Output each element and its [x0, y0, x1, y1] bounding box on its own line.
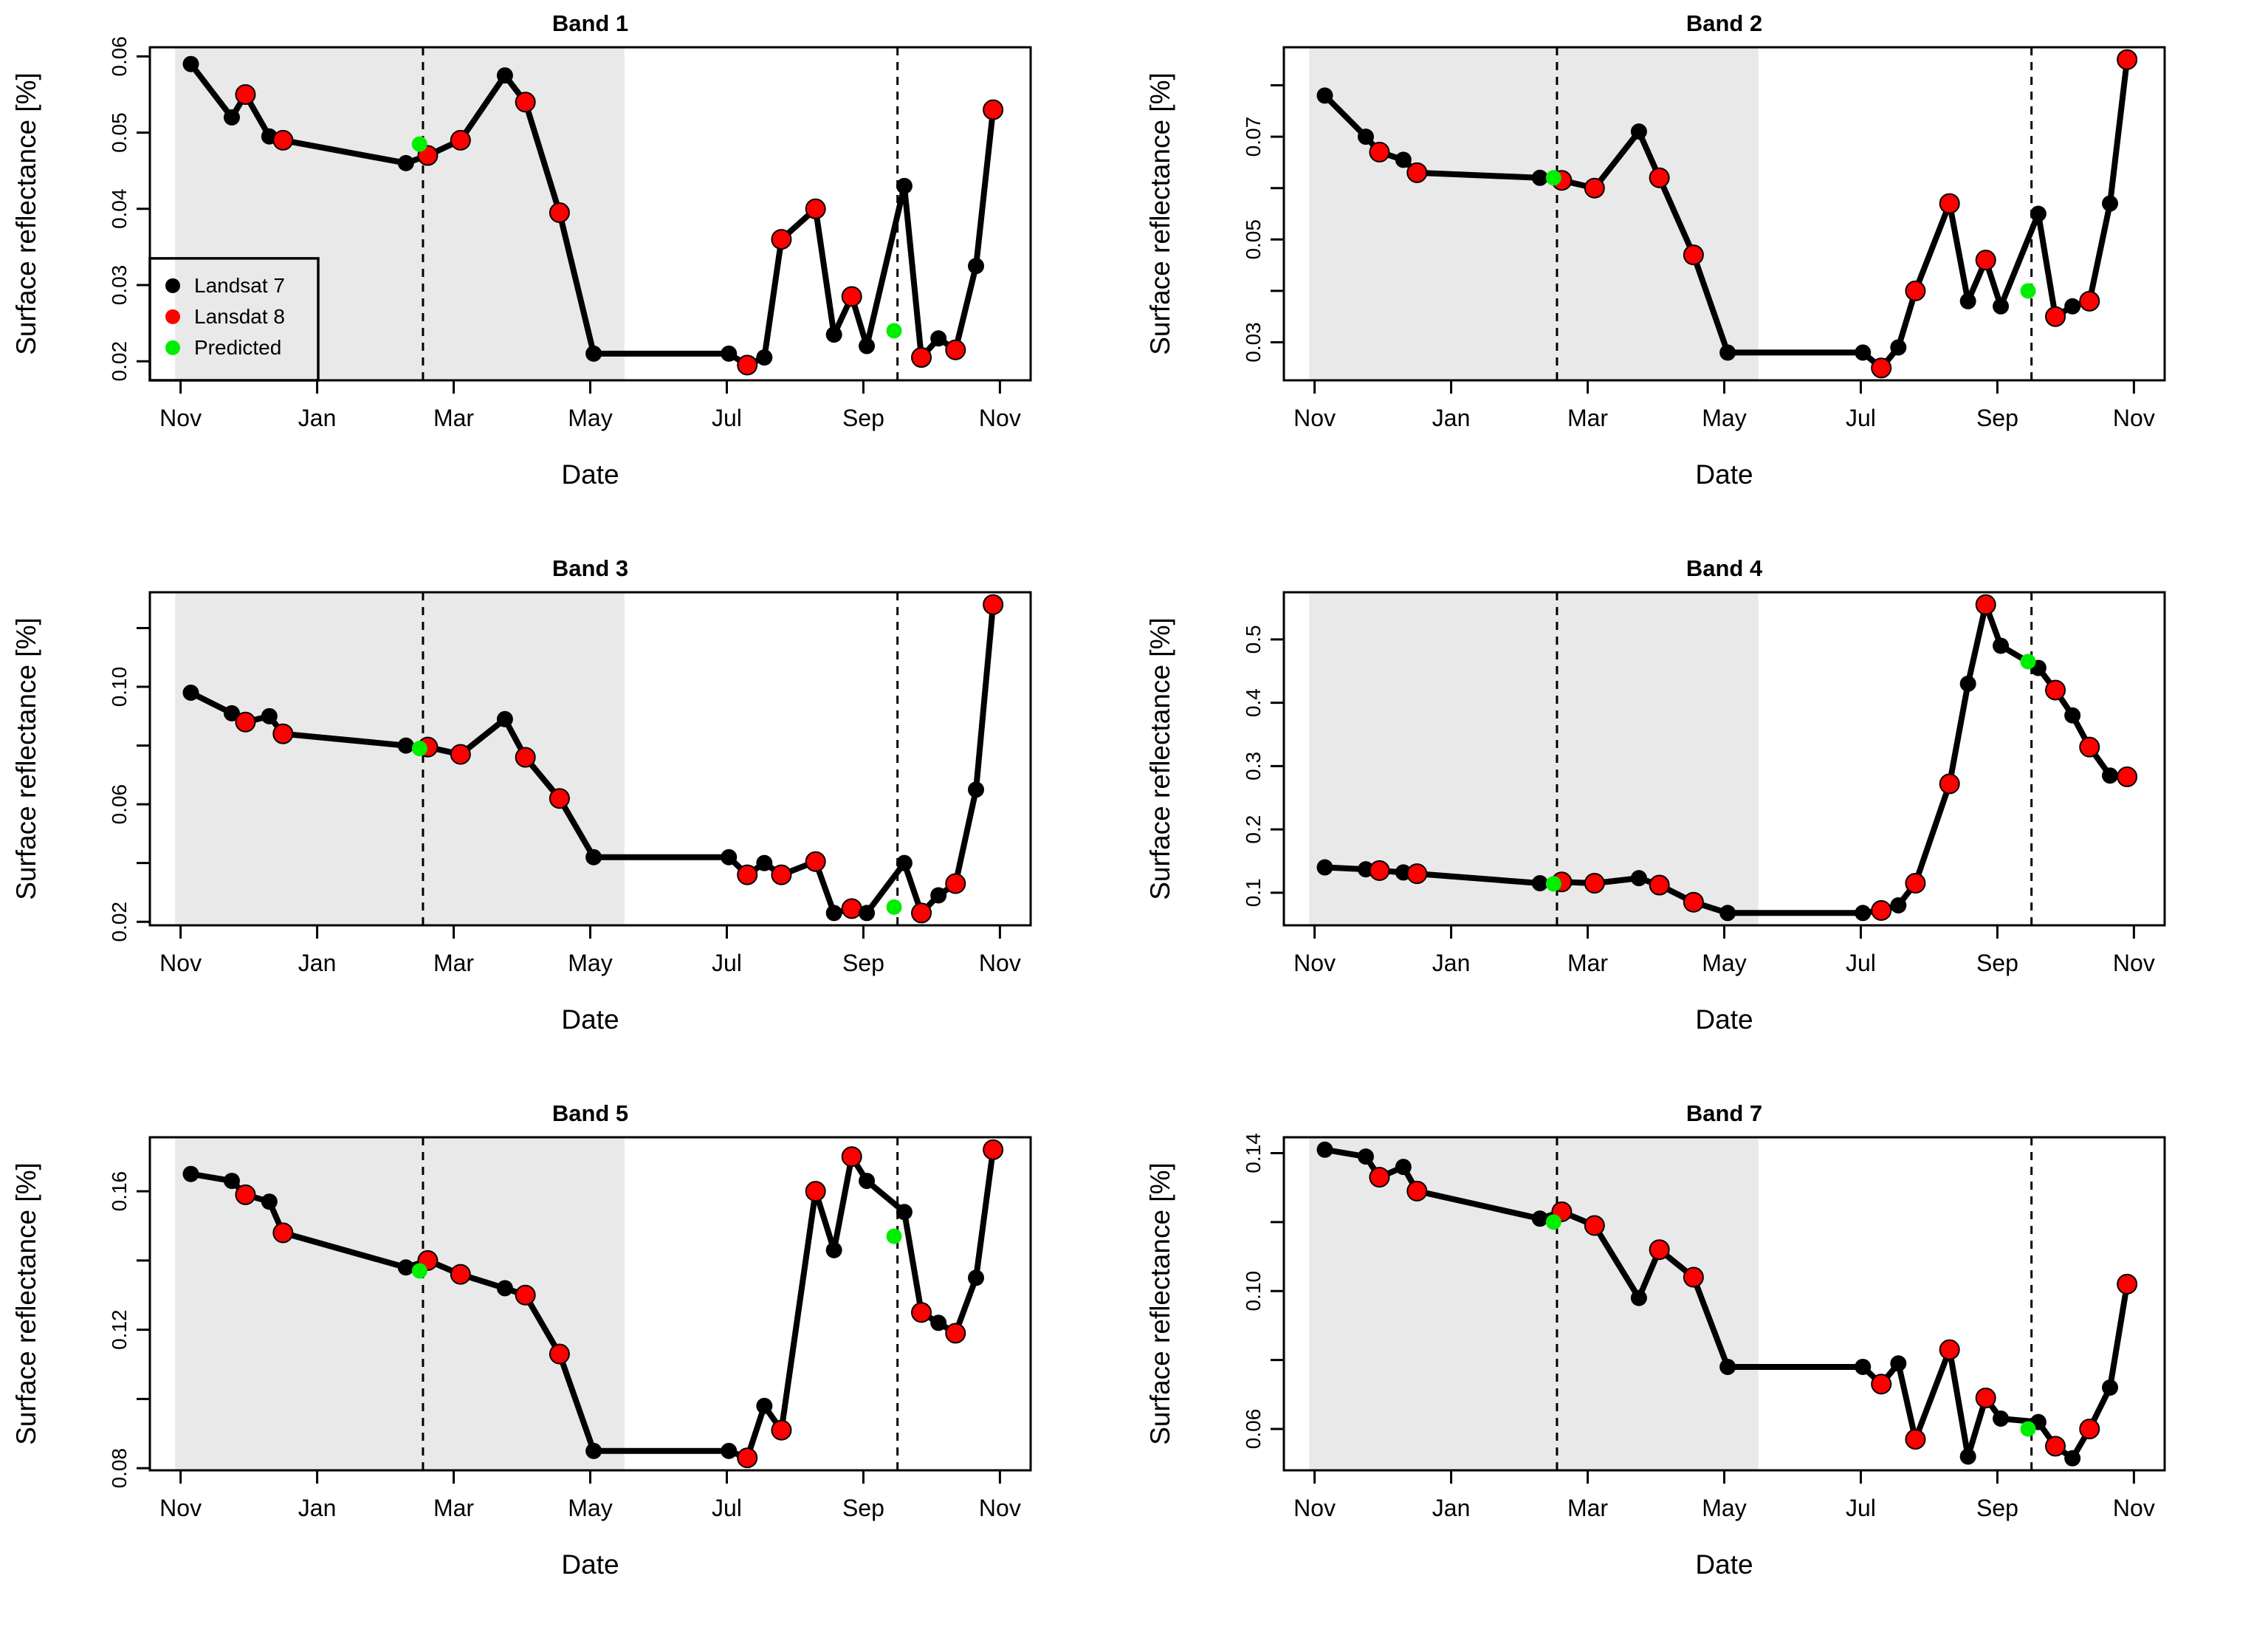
svg-text:Landsat 7: Landsat 7 [194, 274, 285, 297]
svg-text:Band 7: Band 7 [1686, 1100, 1762, 1126]
svg-text:Nov: Nov [159, 950, 202, 976]
svg-text:Mar: Mar [1567, 950, 1608, 976]
svg-text:Nov: Nov [159, 1495, 202, 1521]
panel-band-7: 0.06 0.10 0.14 Nov Jan Mar May Jul Sep Nov Band 7 D… [1134, 1090, 2268, 1635]
svg-text:0.10: 0.10 [108, 667, 131, 707]
svg-text:Band 5: Band 5 [552, 1100, 628, 1126]
svg-text:Nov: Nov [1293, 1495, 1336, 1521]
svg-text:0.08: 0.08 [108, 1448, 131, 1489]
svg-text:May: May [568, 405, 612, 431]
svg-text:Sep: Sep [1976, 405, 2018, 431]
svg-text:Sep: Sep [842, 950, 884, 976]
svg-text:Mar: Mar [433, 950, 474, 976]
svg-text:Date: Date [1695, 459, 1753, 490]
svg-text:0.3: 0.3 [1242, 752, 1265, 781]
svg-text:Nov: Nov [1293, 405, 1336, 431]
svg-text:0.16: 0.16 [108, 1171, 131, 1212]
svg-text:Mar: Mar [1567, 405, 1608, 431]
svg-text:Date: Date [561, 1549, 619, 1580]
svg-text:Nov: Nov [2113, 1495, 2155, 1521]
svg-text:Jul: Jul [712, 1495, 742, 1521]
chart-band-5: 0.08 0.12 0.16 Nov Jan Mar May Jul Sep Nov Band 5 D… [0, 1090, 1134, 1635]
svg-text:Band 4: Band 4 [1686, 555, 1763, 581]
svg-text:Jan: Jan [1432, 950, 1471, 976]
panel-band-1: 0.02 0.03 0.04 0.05 0.06 Nov Jan Mar May Jul Sep No… [0, 0, 1134, 545]
svg-text:0.12: 0.12 [108, 1309, 131, 1350]
svg-text:0.07: 0.07 [1242, 117, 1265, 157]
panel-band-5: 0.08 0.12 0.16 Nov Jan Mar May Jul Sep Nov Band 5 D… [0, 1090, 1134, 1635]
svg-text:Jan: Jan [298, 950, 337, 976]
svg-text:Nov: Nov [159, 405, 202, 431]
svg-text:Surface reflectance [%]: Surface reflectance [%] [11, 72, 41, 355]
svg-text:Jul: Jul [712, 405, 742, 431]
svg-text:May: May [1702, 1495, 1746, 1521]
svg-text:Jan: Jan [1432, 405, 1471, 431]
svg-text:May: May [1702, 405, 1746, 431]
svg-text:May: May [1702, 950, 1746, 976]
svg-text:Nov: Nov [979, 950, 1021, 976]
svg-text:0.05: 0.05 [108, 112, 131, 153]
svg-text:Band 3: Band 3 [552, 555, 628, 581]
svg-text:Date: Date [1695, 1549, 1753, 1580]
svg-text:Mar: Mar [1567, 1495, 1608, 1521]
svg-text:0.1: 0.1 [1242, 878, 1265, 907]
svg-text:Sep: Sep [1976, 950, 2018, 976]
svg-text:Date: Date [1695, 1004, 1753, 1035]
svg-text:Nov: Nov [2113, 405, 2155, 431]
svg-text:May: May [568, 1495, 612, 1521]
svg-text:0.04: 0.04 [108, 189, 131, 230]
svg-text:0.06: 0.06 [108, 784, 131, 825]
svg-text:Surface reflectance [%]: Surface reflectance [%] [1145, 72, 1175, 355]
svg-text:Sep: Sep [842, 1495, 884, 1521]
svg-text:0.03: 0.03 [108, 265, 131, 306]
svg-text:Jan: Jan [1432, 1495, 1471, 1521]
svg-text:Jul: Jul [1846, 1495, 1876, 1521]
svg-text:Nov: Nov [979, 405, 1021, 431]
svg-text:0.5: 0.5 [1242, 625, 1265, 654]
svg-text:May: May [568, 950, 612, 976]
svg-text:Band 1: Band 1 [552, 10, 628, 36]
svg-text:Mar: Mar [433, 405, 474, 431]
svg-text:Jan: Jan [298, 1495, 337, 1521]
svg-text:Jul: Jul [1846, 405, 1876, 431]
svg-text:Jul: Jul [712, 950, 742, 976]
svg-text:Lansdat 8: Lansdat 8 [194, 305, 285, 328]
svg-text:0.06: 0.06 [108, 36, 131, 77]
svg-text:Nov: Nov [979, 1495, 1021, 1521]
svg-text:Surface reflectance [%]: Surface reflectance [%] [11, 617, 41, 900]
svg-text:Date: Date [561, 1004, 619, 1035]
panel-band-3: 0.02 0.06 0.10 Nov Jan Mar May Jul Sep Nov Band 3 D… [0, 545, 1134, 1090]
panel-band-4: 0.1 0.2 0.3 0.4 0.5 Nov Jan Mar May Jul Sep Nov Band… [1134, 545, 2268, 1090]
svg-text:Predicted: Predicted [194, 336, 281, 359]
svg-text:Surface reflectance [%]: Surface reflectance [%] [1145, 1162, 1175, 1445]
svg-text:0.4: 0.4 [1242, 688, 1265, 717]
svg-text:Date: Date [561, 459, 619, 490]
svg-text:Jul: Jul [1846, 950, 1876, 976]
svg-text:0.02: 0.02 [108, 902, 131, 942]
svg-text:0.03: 0.03 [1242, 322, 1265, 363]
chart-band-4: 0.1 0.2 0.3 0.4 0.5 Nov Jan Mar May Jul Sep Nov Band… [1134, 545, 2268, 1090]
svg-text:Sep: Sep [1976, 1495, 2018, 1521]
svg-text:0.10: 0.10 [1242, 1271, 1265, 1312]
svg-text:Jan: Jan [298, 405, 337, 431]
chart-band-1: 0.02 0.03 0.04 0.05 0.06 Nov Jan Mar May Jul Sep No… [0, 0, 1134, 545]
chart-band-3: 0.02 0.06 0.10 Nov Jan Mar May Jul Sep Nov Band 3 D… [0, 545, 1134, 1090]
svg-text:Nov: Nov [2113, 950, 2155, 976]
svg-text:0.14: 0.14 [1242, 1133, 1265, 1173]
svg-text:0.05: 0.05 [1242, 219, 1265, 260]
svg-text:Band 2: Band 2 [1686, 10, 1762, 36]
svg-text:Surface reflectance [%]: Surface reflectance [%] [11, 1162, 41, 1445]
svg-text:0.02: 0.02 [108, 341, 131, 382]
svg-text:Nov: Nov [1293, 950, 1336, 976]
svg-text:Mar: Mar [433, 1495, 474, 1521]
chart-band-7: 0.06 0.10 0.14 Nov Jan Mar May Jul Sep Nov Band 7 D… [1134, 1090, 2268, 1635]
svg-text:Surface reflectance [%]: Surface reflectance [%] [1145, 617, 1175, 900]
svg-text:0.2: 0.2 [1242, 815, 1265, 844]
chart-band-2: 0.03 0.05 0.07 Nov Jan Mar May Jul Sep Nov Band 2 D… [1134, 0, 2268, 545]
svg-text:0.06: 0.06 [1242, 1409, 1265, 1450]
panel-band-2: 0.03 0.05 0.07 Nov Jan Mar May Jul Sep Nov Band 2 D… [1134, 0, 2268, 545]
svg-text:Sep: Sep [842, 405, 884, 431]
